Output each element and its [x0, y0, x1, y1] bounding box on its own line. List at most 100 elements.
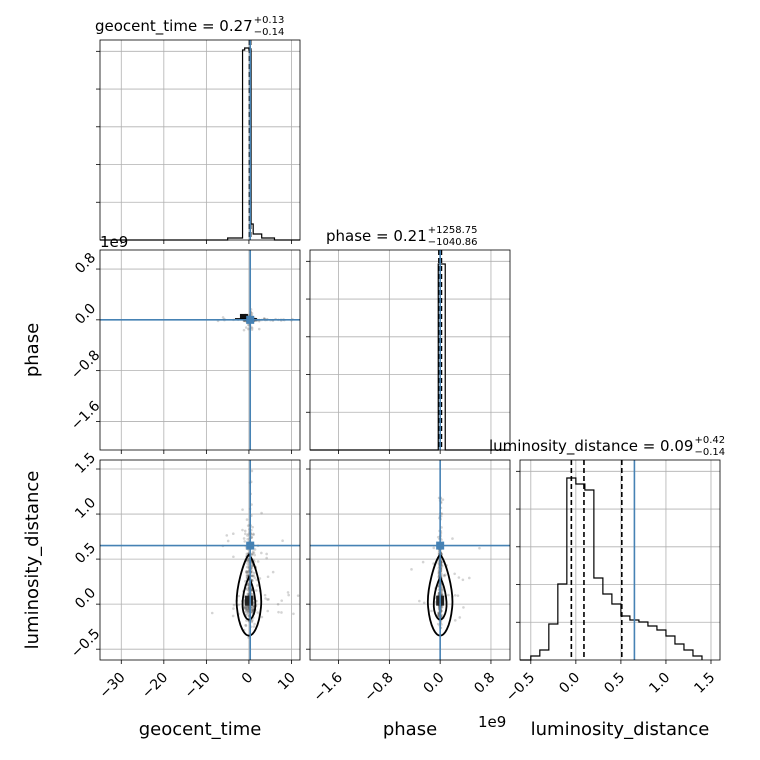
- sample-point: [245, 612, 249, 616]
- sample-point: [247, 608, 251, 611]
- histogram-luminosity_distance: [520, 477, 703, 661]
- sample-point: [451, 537, 454, 540]
- panel-0-0: [96, 39, 301, 244]
- sample-point: [251, 618, 254, 622]
- density-peak: [244, 595, 253, 606]
- sample-point: [432, 546, 436, 550]
- sample-point: [244, 326, 248, 329]
- sample-point: [462, 606, 465, 609]
- sample-point: [242, 537, 246, 540]
- sample-point: [442, 573, 446, 577]
- offset-label-geocent-time: 1e9: [100, 233, 128, 251]
- sample-point: [250, 620, 254, 624]
- sample-point: [251, 552, 254, 555]
- sample-point: [250, 566, 254, 569]
- xtick-label-phase: −0.8: [361, 670, 396, 705]
- sample-point: [418, 599, 421, 603]
- sample-point: [247, 559, 250, 563]
- sample-point: [246, 583, 250, 587]
- truth-marker: [246, 315, 255, 324]
- sample-point: [246, 606, 250, 609]
- sample-point: [247, 611, 250, 614]
- xtick-label-geocent_time: 0: [239, 670, 257, 688]
- sample-point: [243, 607, 246, 610]
- sample-point: [251, 579, 254, 582]
- sample-point: [256, 584, 259, 587]
- histogram-phase: [310, 263, 510, 451]
- sample-point: [251, 564, 254, 568]
- sample-point: [251, 574, 254, 578]
- ylabel-luminosity-distance: luminosity_distance: [22, 471, 43, 650]
- sample-point: [231, 532, 235, 536]
- sample-point: [244, 606, 247, 610]
- xtick-label-phase: 0.8: [471, 670, 498, 697]
- sample-point: [287, 593, 290, 597]
- sample-point: [245, 570, 248, 573]
- sample-point: [221, 316, 225, 319]
- sample-point: [245, 552, 249, 556]
- sample-point: [246, 583, 250, 586]
- sample-point: [245, 588, 249, 591]
- sample-point: [265, 556, 268, 560]
- title-value: luminosity_distance = 0.09: [489, 437, 693, 456]
- ytick-label-luminosity_distance: −0.5: [68, 626, 103, 661]
- sample-point: [252, 601, 255, 605]
- sample-point: [247, 564, 250, 567]
- sample-point: [437, 566, 440, 570]
- panel-title-phase: phase = 0.21: [326, 227, 427, 245]
- sample-point: [254, 589, 258, 592]
- sample-point: [292, 612, 295, 616]
- sample-point: [257, 327, 261, 331]
- sample-point: [437, 561, 440, 565]
- sample-point: [246, 610, 250, 614]
- panel-1-1: [306, 249, 511, 454]
- sample-point: [440, 605, 444, 609]
- sample-point: [251, 574, 254, 577]
- sample-point: [250, 326, 254, 330]
- sample-point: [250, 553, 254, 557]
- sample-point: [250, 328, 254, 331]
- sample-point: [444, 573, 447, 577]
- sample-point: [440, 565, 444, 568]
- sample-point: [255, 578, 258, 582]
- xtick-label-geocent_time: 10: [275, 670, 299, 694]
- xtick-label-phase: 0.0: [421, 670, 448, 697]
- sample-point: [256, 560, 260, 563]
- sample-point: [232, 607, 235, 610]
- sample-point: [250, 592, 254, 596]
- sample-point: [246, 559, 250, 563]
- sample-point: [241, 508, 244, 511]
- sample-point: [244, 608, 248, 612]
- sample-point: [440, 613, 444, 617]
- sample-point: [251, 525, 254, 529]
- ytick-label-luminosity_distance: 0.5: [72, 540, 99, 567]
- sample-point: [251, 605, 255, 609]
- panel-frame: [519, 459, 721, 661]
- xtick-label-geocent_time: −10: [182, 670, 214, 702]
- sample-point: [247, 569, 250, 573]
- sample-point: [246, 327, 250, 331]
- sample-point: [437, 611, 440, 615]
- sample-point: [478, 546, 481, 550]
- sample-point: [243, 606, 246, 609]
- ytick-label-phase: 0.8: [72, 250, 99, 277]
- sample-point: [421, 560, 425, 564]
- title-lower-error: −0.14: [254, 27, 285, 38]
- sample-point: [468, 576, 471, 580]
- sample-point: [246, 605, 249, 609]
- sample-point: [440, 588, 444, 592]
- sample-point: [250, 535, 254, 539]
- sample-point: [232, 603, 236, 607]
- sample-point: [244, 532, 247, 536]
- ytick-label-phase: 0.0: [72, 301, 99, 328]
- sample-point: [453, 619, 457, 622]
- title-upper-error: +0.13: [254, 15, 285, 26]
- xtick-label-luminosity_distance: 0.0: [556, 670, 583, 697]
- sample-point: [436, 622, 440, 626]
- sample-point: [430, 609, 433, 613]
- sample-point: [210, 611, 214, 615]
- sample-point: [253, 548, 257, 551]
- sample-point: [245, 607, 249, 610]
- sample-point: [252, 571, 256, 575]
